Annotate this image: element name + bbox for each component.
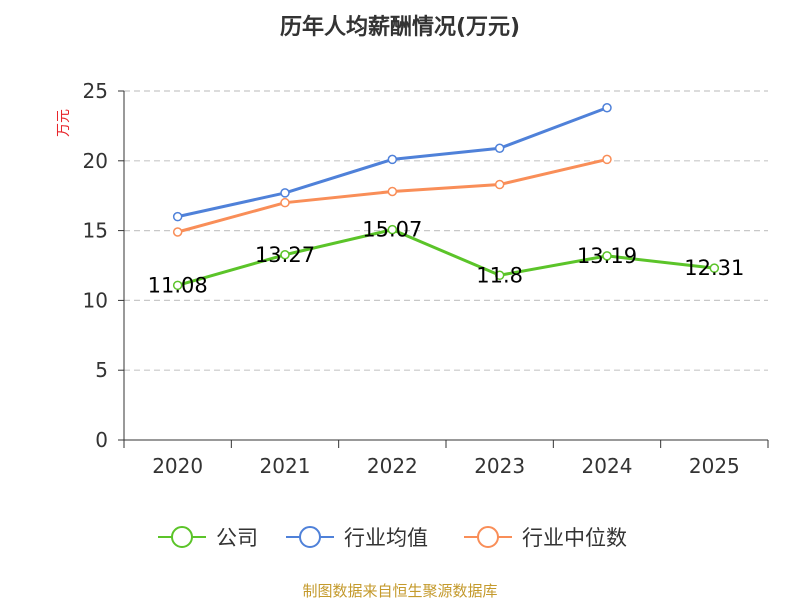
x-tick-label: 2023 bbox=[474, 454, 525, 478]
data-label: 11.8 bbox=[476, 263, 523, 287]
legend-label: 行业均值 bbox=[344, 526, 428, 550]
series-lines bbox=[172, 103, 720, 291]
x-tick-label: 2024 bbox=[582, 454, 633, 478]
data-point bbox=[387, 186, 398, 197]
x-tick-label: 2021 bbox=[260, 454, 311, 478]
data-point bbox=[280, 188, 290, 198]
y-tick-label: 5 bbox=[95, 358, 108, 382]
data-labels: 11.08 13.27 15.07 11.8 13.19 12.31 bbox=[148, 218, 745, 298]
data-label: 11.08 bbox=[148, 273, 208, 297]
grid bbox=[124, 90, 768, 371]
legend-marker bbox=[171, 526, 193, 548]
y-tick-label: 20 bbox=[83, 149, 108, 173]
y-tick-label: 0 bbox=[95, 428, 108, 452]
data-point bbox=[494, 143, 505, 153]
data-label: 15.07 bbox=[362, 218, 422, 242]
series-line bbox=[177, 228, 715, 287]
data-point bbox=[602, 154, 612, 165]
x-tick-label: 2020 bbox=[152, 454, 203, 478]
data-point bbox=[172, 280, 183, 291]
data-point bbox=[172, 211, 183, 222]
y-axis-label: 万元 bbox=[56, 109, 72, 137]
data-label: 12.31 bbox=[684, 256, 744, 280]
data-point bbox=[494, 179, 505, 190]
legend-label: 行业中位数 bbox=[522, 526, 627, 550]
data-point bbox=[709, 263, 720, 273]
legend-marker bbox=[477, 526, 499, 548]
legend-marker bbox=[299, 526, 321, 548]
chart-title: 历年人均薪酬情况(万元) bbox=[280, 14, 520, 40]
legend-label: 公司 bbox=[216, 526, 258, 550]
data-point bbox=[172, 227, 183, 237]
data-point bbox=[602, 103, 612, 113]
data-label: 13.27 bbox=[255, 243, 315, 267]
data-point bbox=[387, 154, 398, 165]
data-label: 13.19 bbox=[577, 244, 637, 268]
y-tick-label: 25 bbox=[83, 79, 108, 103]
legend: 公司 行业均值 行业中位数 bbox=[158, 526, 627, 550]
source-note: 制图数据来自恒生聚源数据库 bbox=[302, 582, 497, 600]
x-tick-label: 2022 bbox=[367, 454, 418, 478]
data-point bbox=[280, 250, 290, 260]
data-point bbox=[494, 270, 505, 281]
data-point bbox=[602, 251, 612, 261]
y-tick-label: 15 bbox=[83, 219, 108, 243]
y-tick-label: 10 bbox=[83, 288, 108, 312]
data-point bbox=[387, 224, 398, 235]
x-tick-label: 2025 bbox=[689, 454, 740, 478]
data-point bbox=[280, 197, 290, 208]
